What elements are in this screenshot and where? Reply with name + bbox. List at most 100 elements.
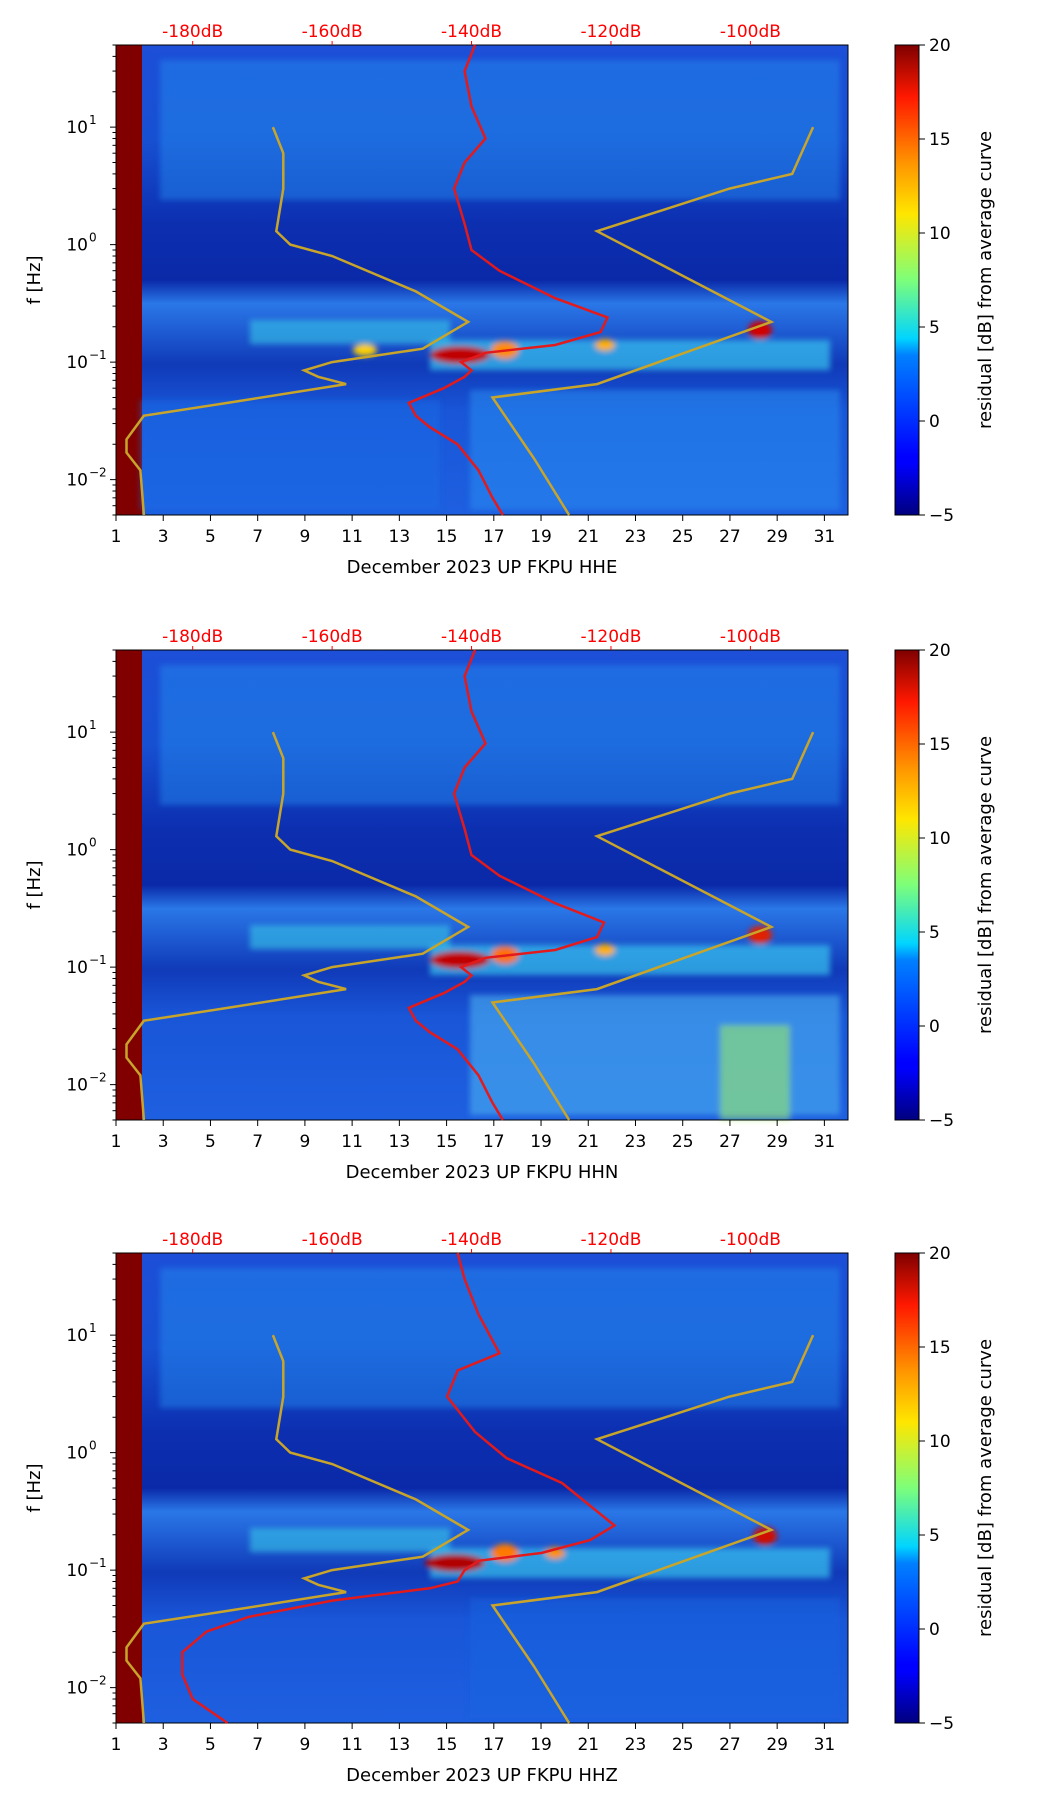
colorbar-label: residual [dB] from average curve [975,131,996,429]
x-tick-label: 25 [672,1132,694,1152]
y-tick-label: 10 [66,118,88,138]
x-tick-label: 13 [389,1132,411,1152]
y-tick-exponent: −1 [89,953,107,967]
y-tick-exponent: 1 [89,1321,97,1335]
x-tick-label: 5 [205,1132,216,1152]
top-db-label: -160dB [302,1230,363,1250]
x-tick-label: 21 [577,1735,599,1755]
colorbar-tick-label: 5 [929,923,940,943]
x-tick-label: 23 [625,1735,647,1755]
x-tick-label: 31 [814,1735,836,1755]
x-tick-label: 25 [672,527,694,547]
x-tick-label: 23 [625,527,647,547]
x-tick-label: 9 [299,1735,310,1755]
x-tick-label: 27 [719,1132,741,1152]
x-tick-label: 15 [436,527,458,547]
colorbar-tick-label: −5 [929,506,954,526]
nhnm-curve-hhz [490,1334,815,1724]
colorbar-tick-label: 10 [929,1432,951,1452]
top-db-label: -100dB [720,22,781,42]
spectrogram-hhz [115,1252,849,1724]
x-tick-label: 29 [766,527,788,547]
y-axis-label: f [Hz] [24,1463,45,1512]
y-axis-label: f [Hz] [24,860,45,909]
x-tick-label: 31 [814,1132,836,1152]
y-tick-label: 10 [66,1076,88,1096]
panel-hhe: 1 3 5 7 9 11 13 15 17 19 21 23 25 27 29 31 10−210−110 01… [24,22,996,578]
x-tick-label: 15 [436,1735,458,1755]
colorbar-tick-label: 0 [929,412,940,432]
top-db-label: -120dB [580,627,641,647]
x-tick-label: 31 [814,527,836,547]
colorbar-hhz: −5 0 5 10 15 20 residual [dB] from average cu… [894,1244,996,1734]
y-tick-exponent: −1 [89,348,107,362]
x-ticks-hhz: 1 3 5 7 9 11 13 15 17 19 21 23 25 27 29 31 [111,1723,836,1755]
x-tick-label: 19 [530,1132,552,1152]
spectrogram-hhe [115,44,849,516]
colorbar-tick-label: 0 [929,1017,940,1037]
x-tick-label: 11 [341,1132,363,1152]
top-db-label: -180dB [162,22,223,42]
x-tick-label: 9 [299,1132,310,1152]
x-tick-label: 1 [111,1132,122,1152]
x-tick-label: 3 [158,1132,169,1152]
panel-hhn: 1 3 5 7 9 11 13 15 17 19 21 23 25 27 29 31 10−210−110 01… [24,627,996,1183]
colorbar-label: residual [dB] from average curve [975,736,996,1034]
median-psd-curve-hhn [407,649,606,1121]
y-tick-label: 10 [66,841,88,861]
x-tick-label: 21 [577,527,599,547]
x-tick-label: 7 [252,527,263,547]
nhnm-curve-hhn [490,731,815,1121]
y-tick-label: 10 [66,1444,88,1464]
panel-hhz: 1 3 5 7 9 11 13 15 17 19 21 23 25 27 29 31 10−210−110 01… [24,1230,996,1786]
top-db-label: -140dB [441,627,502,647]
top-db-ticks-hhn: -180dB -160dB -140dB -120dB -100dB [162,627,781,650]
y-tick-label: 10 [66,471,88,491]
x-tick-label: 9 [299,527,310,547]
x-tick-label: 11 [341,1735,363,1755]
x-tick-label: 5 [205,527,216,547]
y-tick-label: 10 [66,353,88,373]
top-db-label: -140dB [441,1230,502,1250]
y-tick-exponent: 1 [89,113,97,127]
y-tick-label: 10 [66,1326,88,1346]
spectrogram-hhn [115,649,849,1121]
colorbar-hhn: −5 0 5 10 15 20 residual [dB] from average cu… [894,641,996,1131]
y-axis-label: f [Hz] [24,255,45,304]
colorbar-tick-label: 15 [929,1338,951,1358]
x-ticks-hhn: 1 3 5 7 9 11 13 15 17 19 21 23 25 27 29 31 [111,1120,836,1152]
top-db-label: -100dB [720,627,781,647]
top-db-ticks-hhz: -180dB -160dB -140dB -120dB -100dB [162,1230,781,1253]
curves-hhn [125,649,815,1121]
y-tick-exponent: 0 [89,231,97,245]
y-tick-exponent: −1 [89,1556,107,1570]
y-tick-label: 10 [66,236,88,256]
nlnm-curve-hhe [125,126,471,516]
colorbar-tick-label: 15 [929,735,951,755]
x-tick-label: 3 [158,1735,169,1755]
y-tick-exponent: −2 [89,1071,107,1085]
x-tick-label: 13 [389,527,411,547]
y-tick-exponent: 0 [89,836,97,850]
x-tick-label: 17 [483,527,505,547]
x-tick-label: 7 [252,1735,263,1755]
top-db-label: -180dB [162,627,223,647]
y-tick-label: 10 [66,1679,88,1699]
colorbar-tick-label: 15 [929,130,951,150]
top-db-label: -120dB [580,22,641,42]
top-db-label: -160dB [302,22,363,42]
colorbar-tick-label: 5 [929,318,940,338]
top-db-ticks-hhe: -180dB -160dB -140dB -120dB -100dB [162,22,781,45]
y-tick-exponent: 1 [89,718,97,732]
median-psd-curve-hhz [180,1252,617,1725]
y-tick-exponent: 0 [89,1439,97,1453]
x-tick-label: 1 [111,1735,122,1755]
x-tick-label: 13 [389,1735,411,1755]
x-tick-label: 23 [625,1132,647,1152]
x-axis-label: December 2023 UP FKPU HHN [346,1162,619,1183]
x-tick-label: 27 [719,527,741,547]
colorbar-tick-label: 0 [929,1620,940,1640]
